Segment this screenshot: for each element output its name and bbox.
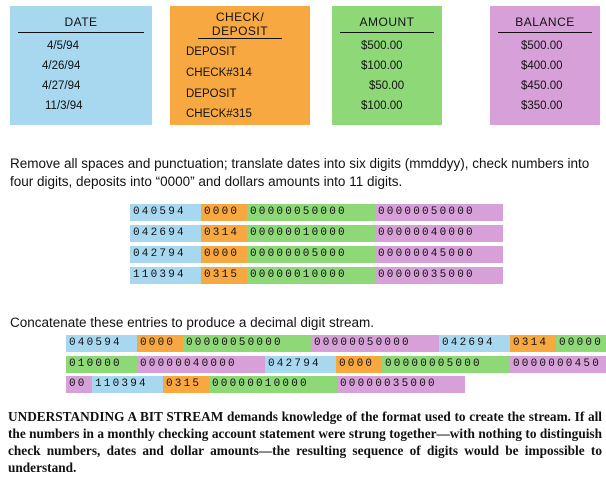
instruction-translate: Remove all spaces and punctuation; trans… xyxy=(10,156,590,189)
amount-header-rule xyxy=(340,32,434,33)
amount-digits: 00000010000 xyxy=(247,267,375,284)
date-header-rule xyxy=(18,32,144,33)
digit-row: 110394 0315 00000010000 00000035000 xyxy=(130,267,503,284)
stream-date-digits: 042694 xyxy=(439,335,510,352)
check-digits: 0314 xyxy=(201,225,247,242)
stream-date-digits: 040594 xyxy=(66,335,137,352)
date-digits: 042794 xyxy=(130,246,201,263)
date-digits: 110394 xyxy=(130,267,201,284)
amount-value: $500.00 xyxy=(361,40,403,52)
stream-balance-digits: 00000035000 xyxy=(337,376,465,393)
balance-digits: 00000040000 xyxy=(375,225,503,242)
amount-value: $100.00 xyxy=(361,100,403,112)
date-value: 4/26/94 xyxy=(42,60,81,72)
amount-digits: 00000010000 xyxy=(247,225,375,242)
balance-value: $450.00 xyxy=(521,80,563,92)
stream-amount-digits: 00000050000 xyxy=(183,335,311,352)
check-header-line1: CHECK/ xyxy=(215,10,265,24)
check-header-line2: DEPOSIT xyxy=(211,24,269,38)
stream-line: 040594 0000 00000050000 00000050000 0426… xyxy=(66,335,606,352)
stream-amount-digits: 00000 xyxy=(556,335,606,352)
check-digits: 0315 xyxy=(201,267,247,284)
date-value: 11/3/94 xyxy=(45,100,83,112)
digit-row: 042694 0314 00000010000 00000040000 xyxy=(130,225,503,242)
stream-line: 00 110394 0315 00000010000 00000035000 xyxy=(66,376,465,393)
balance-header-rule xyxy=(498,32,592,33)
digit-row: 042794 0000 00000005000 00000045000 xyxy=(130,246,503,263)
stream-date-digits: 042794 xyxy=(265,356,336,373)
stream-amount-digits: 00000010000 xyxy=(209,376,337,393)
check-header-rule xyxy=(198,38,282,39)
check-value: DEPOSIT xyxy=(186,46,237,58)
date-digits: 040594 xyxy=(130,204,201,221)
amount-column: AMOUNT $500.00 $100.00 $50.00 $100.00 xyxy=(332,6,442,125)
date-value: 4/5/94 xyxy=(47,40,79,52)
balance-header: BALANCE xyxy=(515,15,575,29)
check-digits: 0000 xyxy=(201,246,247,263)
balance-value: $350.00 xyxy=(521,100,563,112)
amount-header: AMOUNT xyxy=(359,15,415,29)
amount-digits: 00000050000 xyxy=(247,204,375,221)
amount-value: $100.00 xyxy=(361,60,403,72)
stream-balance-digits: 00000040000 xyxy=(137,356,265,373)
check-value: DEPOSIT xyxy=(186,88,237,100)
stream-balance-digits: 0000000450 xyxy=(510,356,606,373)
stream-amount-digits: 00000005000 xyxy=(382,356,510,373)
balance-digits: 00000035000 xyxy=(375,267,503,284)
stream-check-digits: 0314 xyxy=(510,335,556,352)
stream-balance-digits: 00 xyxy=(66,376,92,393)
digit-row: 040594 0000 00000050000 00000050000 xyxy=(130,204,503,221)
stream-check-digits: 0000 xyxy=(336,356,382,373)
date-value: 4/27/94 xyxy=(42,80,81,92)
instruction-concatenate: Concatenate these entries to produce a d… xyxy=(10,315,374,330)
check-digits: 0000 xyxy=(201,204,247,221)
date-digits: 042694 xyxy=(130,225,201,242)
balance-digits: 00000045000 xyxy=(375,246,503,263)
stream-line: 010000 00000040000 042794 0000 000000050… xyxy=(66,356,606,373)
amount-digits: 00000005000 xyxy=(247,246,375,263)
stream-date-digits: 110394 xyxy=(92,376,163,393)
balance-digits: 00000050000 xyxy=(375,204,503,221)
balance-value: $400.00 xyxy=(521,60,563,72)
date-header: DATE xyxy=(64,15,98,29)
check-value: CHECK#314 xyxy=(186,67,252,79)
stream-check-digits: 0315 xyxy=(163,376,209,393)
amount-value: $50.00 xyxy=(369,80,405,92)
date-column: DATE 4/5/94 4/26/94 4/27/94 11/3/94 xyxy=(10,6,152,125)
figure-caption: UNDERSTANDING A BIT STREAM demands knowl… xyxy=(8,409,602,475)
stream-check-digits: 0000 xyxy=(137,335,183,352)
stream-amount-digits: 010000 xyxy=(66,356,137,373)
check-value: CHECK#315 xyxy=(186,108,252,120)
check-deposit-column: CHECK/ DEPOSIT DEPOSIT CHECK#314 DEPOSIT… xyxy=(170,6,310,125)
balance-value: $500.00 xyxy=(521,40,563,52)
stream-balance-digits: 00000050000 xyxy=(311,335,439,352)
balance-column: BALANCE $500.00 $400.00 $450.00 $350.00 xyxy=(490,6,600,125)
